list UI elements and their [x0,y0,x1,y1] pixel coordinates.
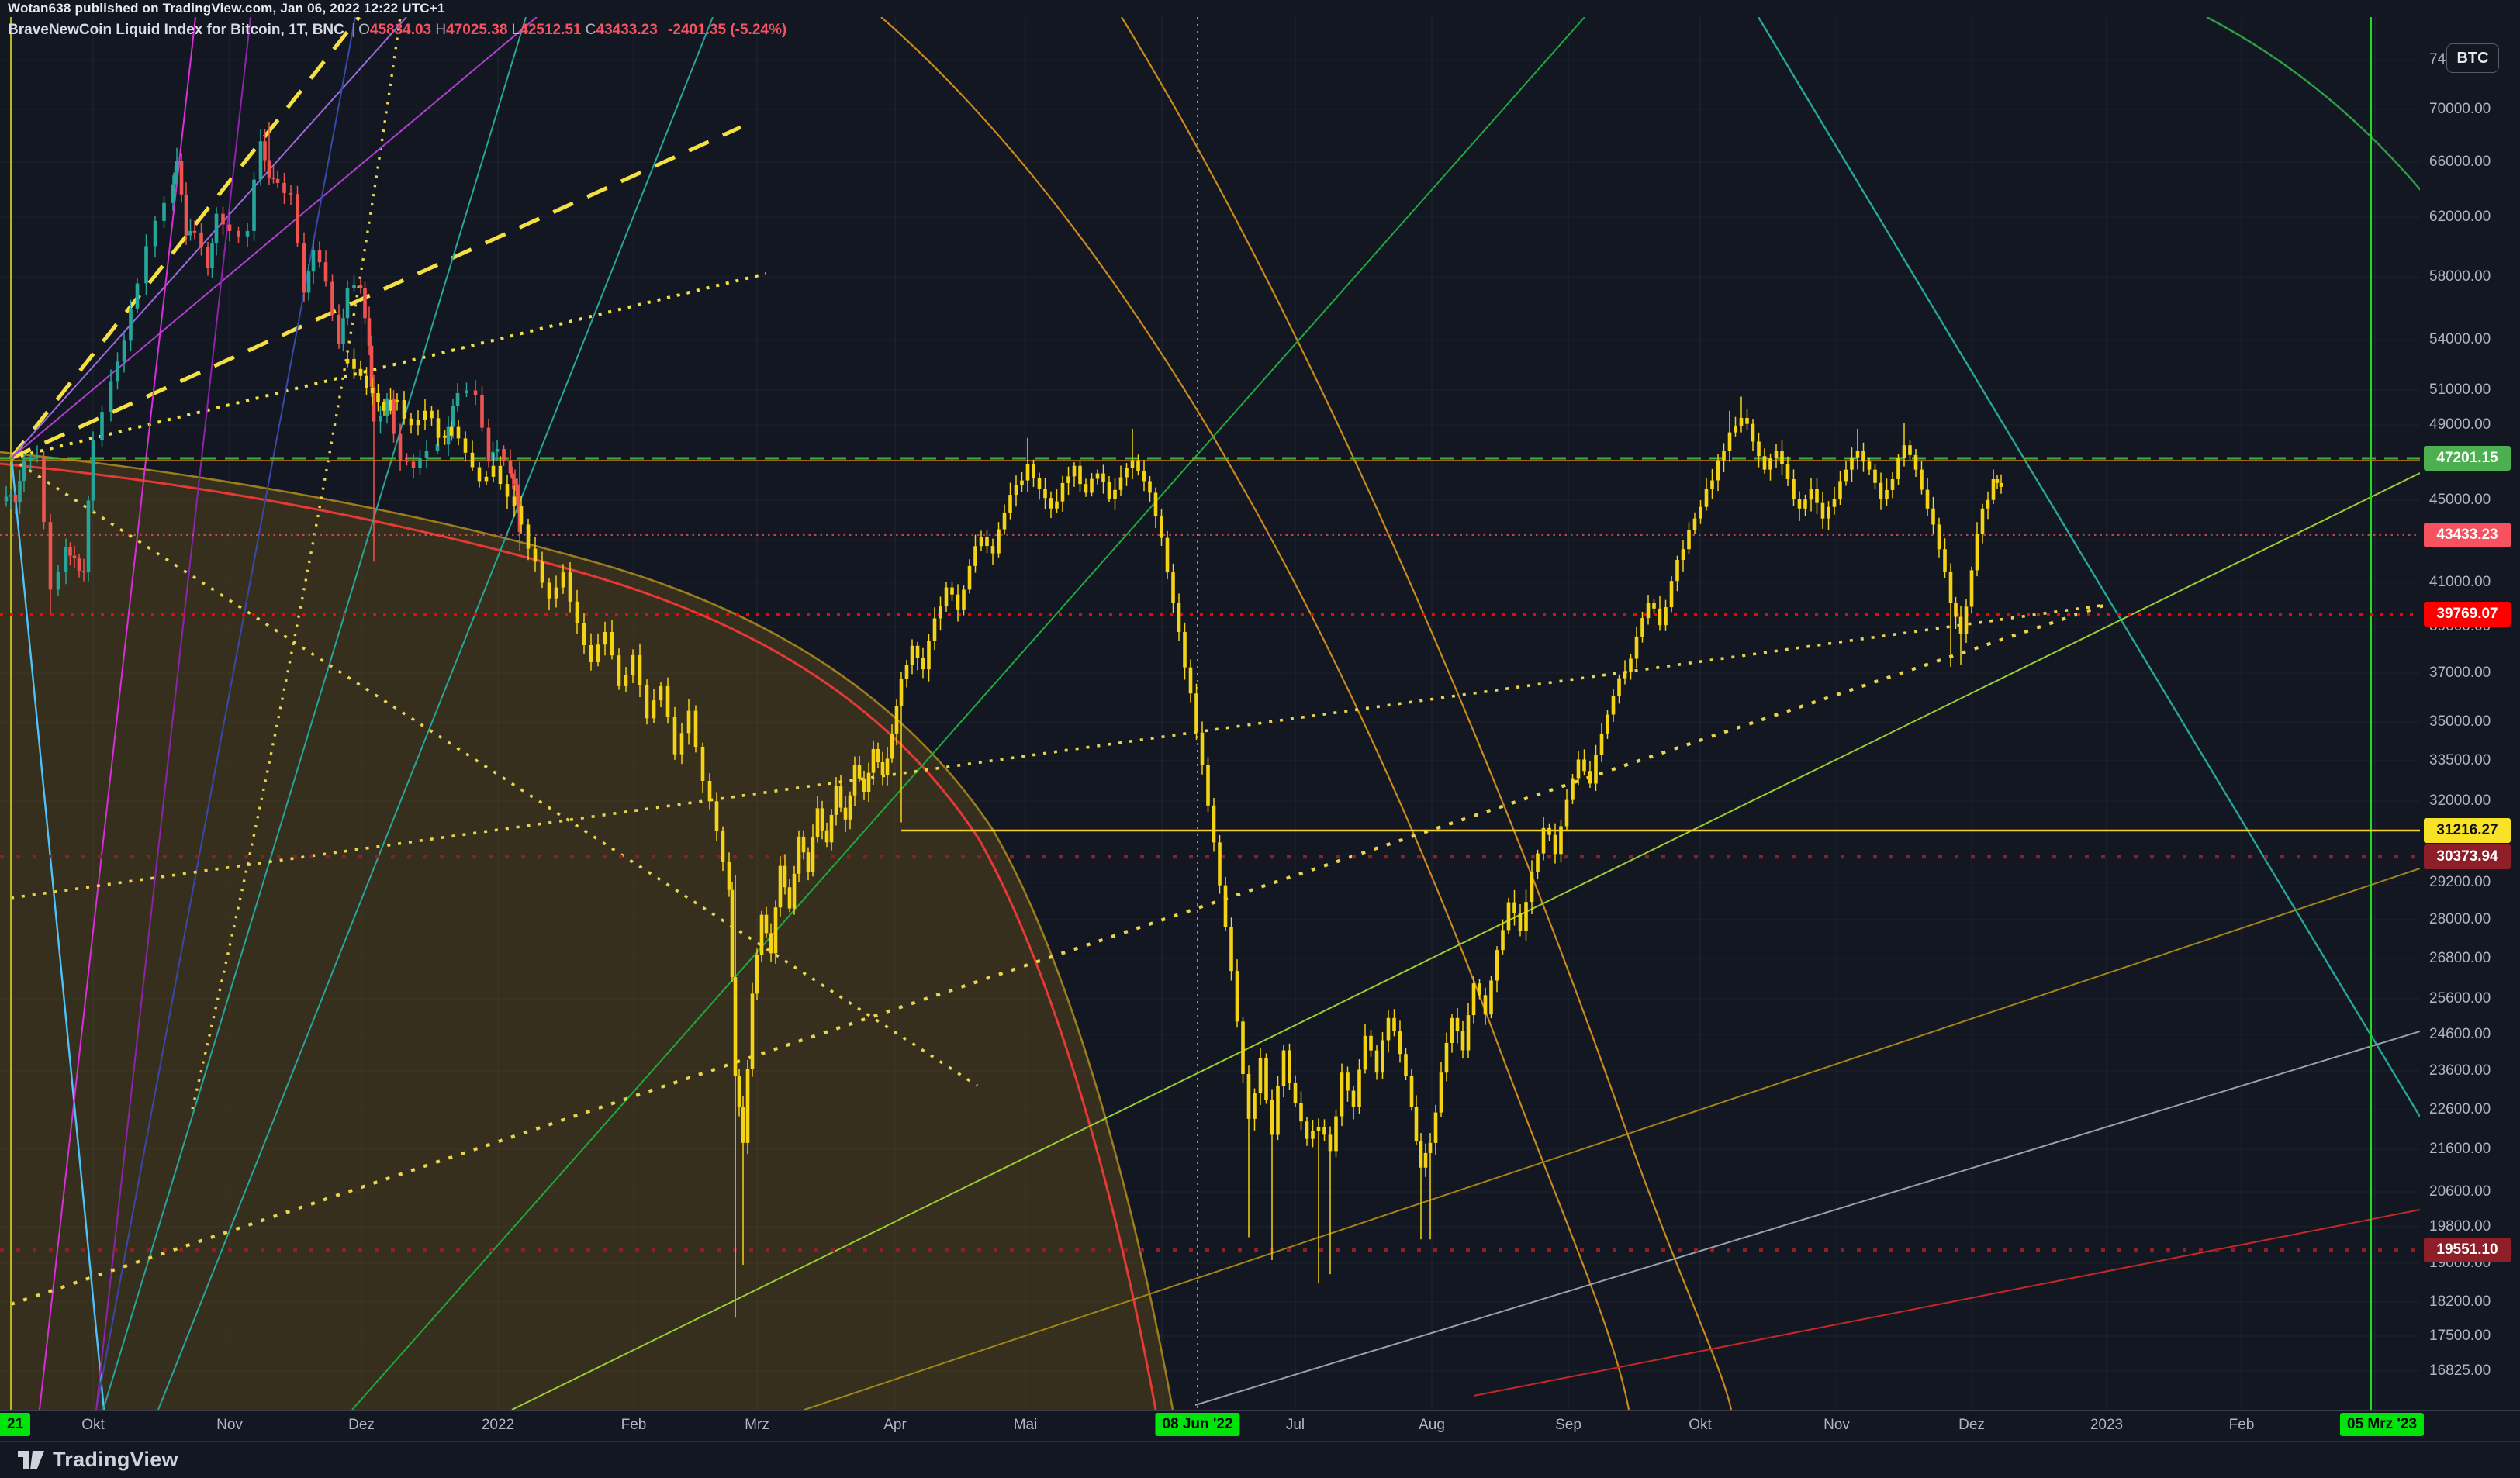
grid-layer [0,17,2420,1410]
bottom-bar: TradingView [0,1441,2520,1478]
price-tick-label: 19800.00 [2429,1218,2491,1235]
change-value: -2401.35 (-5.24%) [668,22,787,38]
publish-info: Wotan638 published on TradingView.com, J… [8,1,445,16]
price-tick-label: 45000.00 [2429,492,2491,508]
currency-toggle-button[interactable]: BTC [2446,43,2499,73]
candles-layer [4,122,2003,1318]
price-tick-label: 66000.00 [2429,154,2491,170]
ohlc-key: L [511,22,520,38]
price-tick-label: 18200.00 [2429,1293,2491,1310]
price-tick-label: 32000.00 [2429,793,2491,809]
ohlc-value: 45834.03 [369,22,436,38]
price-tick-label: 35000.00 [2429,713,2491,730]
price-tick-label: 33500.00 [2429,752,2491,768]
tradingview-logo-icon [18,1450,44,1469]
price-tick-label: 28000.00 [2429,911,2491,927]
time-tick-label: Jul [1285,1417,1305,1433]
time-tick-label: Nov [1823,1417,1850,1433]
time-tick-label: Mrz [745,1417,769,1433]
time-tick-label: Mai [1013,1417,1038,1433]
date-marker-badge: 05 Mrz '23 [2339,1413,2425,1436]
time-axis[interactable]: Okt Nov Dez 2022 Feb Mrz Apr Mai Jul Aug Sep Okt Nov… [0,1410,2520,1442]
price-tick-label: 51000.00 [2429,382,2491,398]
price-tick-label: 58000.00 [2429,268,2491,285]
time-tick-label: Feb [2228,1417,2255,1433]
time-tick-label: 2023 [2090,1417,2124,1433]
ohlc-key: H [435,22,447,38]
price-tick-label: 29200.00 [2429,874,2491,890]
price-level-badge: 39769.07 [2424,602,2511,627]
price-tick-label: 26800.00 [2429,950,2491,966]
price-level-badge: 30373.94 [2424,844,2511,869]
time-tick-label: Apr [883,1417,907,1433]
symbol-legend[interactable]: BraveNewCoin Liquid Index for Bitcoin, 1… [8,22,786,39]
price-tick-label: 23600.00 [2429,1062,2491,1079]
time-tick-label: Dez [1958,1417,1985,1433]
ohlc-value: 43433.23 [596,22,662,38]
time-tick-label: Feb [620,1417,647,1433]
price-level-badge: 47201.15 [2424,446,2511,471]
price-tick-label: 41000.00 [2429,574,2491,590]
ohlc-values: O45834.03 H47025.38 L42512.51 C43433.23 [358,22,662,38]
price-level-badge: 31216.27 [2424,818,2511,843]
chart-plot-area[interactable] [0,0,2520,1441]
time-tick-label: Okt [81,1417,105,1433]
price-tick-label: 70000.00 [2429,101,2491,117]
brand[interactable]: TradingView [17,1448,178,1472]
ohlc-value: 42512.51 [520,22,586,38]
ohlc-value: 47025.38 [446,22,512,38]
symbol-title: BraveNewCoin Liquid Index for Bitcoin, 1… [8,22,344,38]
brand-wordmark: TradingView [53,1448,178,1471]
plot-layers [0,17,2420,1410]
date-marker-badge: 21 [0,1413,31,1436]
price-tick-label: 37000.00 [2429,665,2491,681]
drawings-layer [0,17,2420,1410]
price-tick-label: 22600.00 [2429,1101,2491,1117]
price-tick-label: 16825.00 [2429,1362,2491,1379]
price-tick-label: 54000.00 [2429,331,2491,347]
price-tick-label: 49000.00 [2429,416,2491,433]
price-tick-label: 21600.00 [2429,1141,2491,1157]
price-axis[interactable]: 74000.0070000.0066000.0062000.0058000.00… [2421,0,2520,1441]
time-tick-label: Okt [1689,1417,1712,1433]
publish-bar: Wotan638 published on TradingView.com, J… [0,0,2520,17]
price-tick-label: 62000.00 [2429,209,2491,225]
time-tick-label: 2022 [481,1417,515,1433]
time-tick-label: Sep [1555,1417,1581,1433]
price-level-badge: 43433.23 [2424,523,2511,547]
ohlc-key: O [358,22,370,38]
date-marker-badge: 08 Jun '22 [1155,1413,1240,1436]
price-tick-label: 20600.00 [2429,1183,2491,1200]
price-tick-label: 17500.00 [2429,1328,2491,1344]
time-tick-label: Nov [216,1417,243,1433]
time-tick-label: Aug [1419,1417,1445,1433]
time-tick-label: Dez [348,1417,375,1433]
price-tick-label: 25600.00 [2429,990,2491,1007]
ohlc-key: C [585,22,596,38]
price-level-badge: 19551.10 [2424,1238,2511,1262]
price-tick-label: 24600.00 [2429,1026,2491,1042]
legend-separator: | [351,22,356,38]
